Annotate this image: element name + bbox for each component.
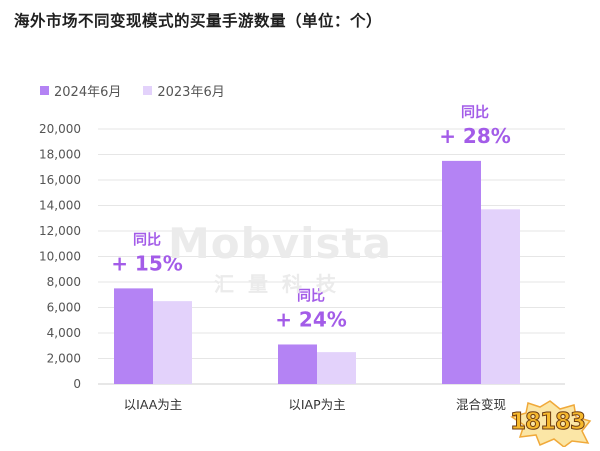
yoy-label: 同比 (133, 231, 161, 248)
bar (278, 344, 317, 384)
yoy-value: + 15% (111, 251, 183, 275)
y-tick-label: 10,000 (39, 250, 81, 264)
y-tick-label: 20,000 (39, 122, 81, 136)
y-tick-label: 2,000 (47, 352, 81, 366)
bar (442, 160, 481, 384)
logo-burst-icon (510, 400, 592, 448)
yoy-value: + 24% (275, 307, 347, 331)
y-tick-label: 6,000 (47, 301, 81, 315)
y-tick-label: 4,000 (47, 326, 81, 340)
yoy-label: 同比 (461, 104, 489, 121)
legend-label-2023: 2023年6月 (157, 85, 225, 100)
bar (481, 209, 520, 384)
yoy-value: + 28% (439, 124, 511, 148)
y-tick-label: 18,000 (39, 148, 81, 162)
legend-label-2024: 2024年6月 (54, 85, 122, 100)
legend-swatch-2023 (143, 86, 153, 95)
legend: 2024年6月 2023年6月 (40, 81, 225, 100)
y-tick-label: 16,000 (39, 173, 81, 187)
site-logo: 18183 (508, 399, 592, 448)
legend-item-2023: 2023年6月 (143, 81, 225, 100)
x-tick-label: 以IAP为主 (288, 397, 345, 412)
x-tick-label: 混合变现 (456, 397, 506, 412)
yoy-label: 同比 (297, 287, 325, 304)
legend-item-2024: 2024年6月 (40, 81, 121, 100)
x-tick-label: 以IAA为主 (124, 397, 183, 412)
bar (153, 301, 192, 384)
y-tick-label: 14,000 (39, 199, 81, 213)
bar (114, 288, 153, 384)
bar (317, 352, 356, 384)
logo-text: 18183 (509, 409, 586, 436)
y-tick-label: 8,000 (47, 275, 81, 289)
y-tick-label: 0 (73, 377, 81, 391)
legend-swatch-2024 (40, 86, 49, 95)
y-tick-label: 12,000 (39, 224, 81, 238)
chart-title: 海外市场不同变现模式的买量手游数量（单位：个） (14, 12, 383, 30)
